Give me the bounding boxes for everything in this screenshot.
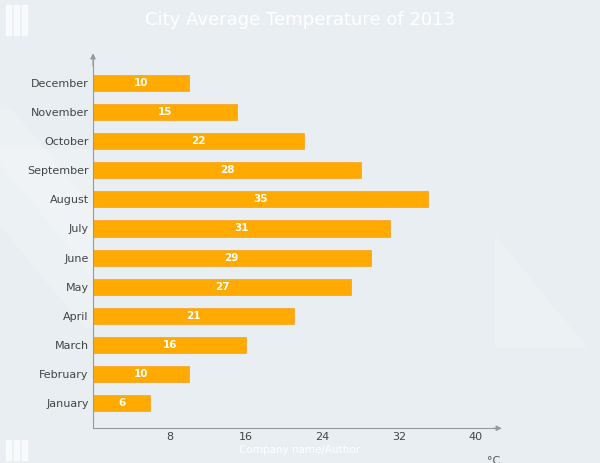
- Text: City Average Temperature of 2013: City Average Temperature of 2013: [145, 11, 455, 29]
- Bar: [14, 5, 19, 35]
- Polygon shape: [0, 109, 192, 328]
- Bar: [93, 220, 390, 237]
- Text: Company name/Author: Company name/Author: [239, 445, 361, 455]
- Bar: [93, 104, 236, 120]
- Bar: [93, 395, 151, 412]
- Bar: [93, 162, 361, 178]
- Bar: [93, 337, 246, 353]
- Text: 28: 28: [220, 165, 234, 175]
- Polygon shape: [0, 149, 276, 368]
- Bar: [93, 133, 304, 149]
- Bar: [6, 440, 11, 460]
- Bar: [93, 308, 294, 324]
- Text: 15: 15: [158, 107, 172, 117]
- Polygon shape: [84, 228, 372, 407]
- Bar: [6, 5, 11, 35]
- Text: 22: 22: [191, 136, 206, 146]
- Bar: [93, 75, 189, 91]
- Text: 27: 27: [215, 282, 230, 292]
- Bar: [93, 191, 428, 207]
- Bar: [93, 366, 189, 382]
- Text: 29: 29: [224, 253, 239, 263]
- Text: 35: 35: [253, 194, 268, 204]
- Text: 16: 16: [163, 340, 177, 350]
- Text: 10: 10: [134, 369, 148, 379]
- Text: °C: °C: [487, 456, 500, 463]
- Text: 21: 21: [186, 311, 201, 321]
- Bar: [22, 440, 27, 460]
- Bar: [22, 5, 27, 35]
- Polygon shape: [276, 129, 588, 348]
- Text: 6: 6: [118, 399, 125, 408]
- Bar: [93, 250, 371, 266]
- Polygon shape: [174, 69, 486, 288]
- Bar: [93, 279, 352, 295]
- Text: 10: 10: [134, 78, 148, 88]
- Bar: [14, 440, 19, 460]
- Text: 31: 31: [234, 224, 248, 233]
